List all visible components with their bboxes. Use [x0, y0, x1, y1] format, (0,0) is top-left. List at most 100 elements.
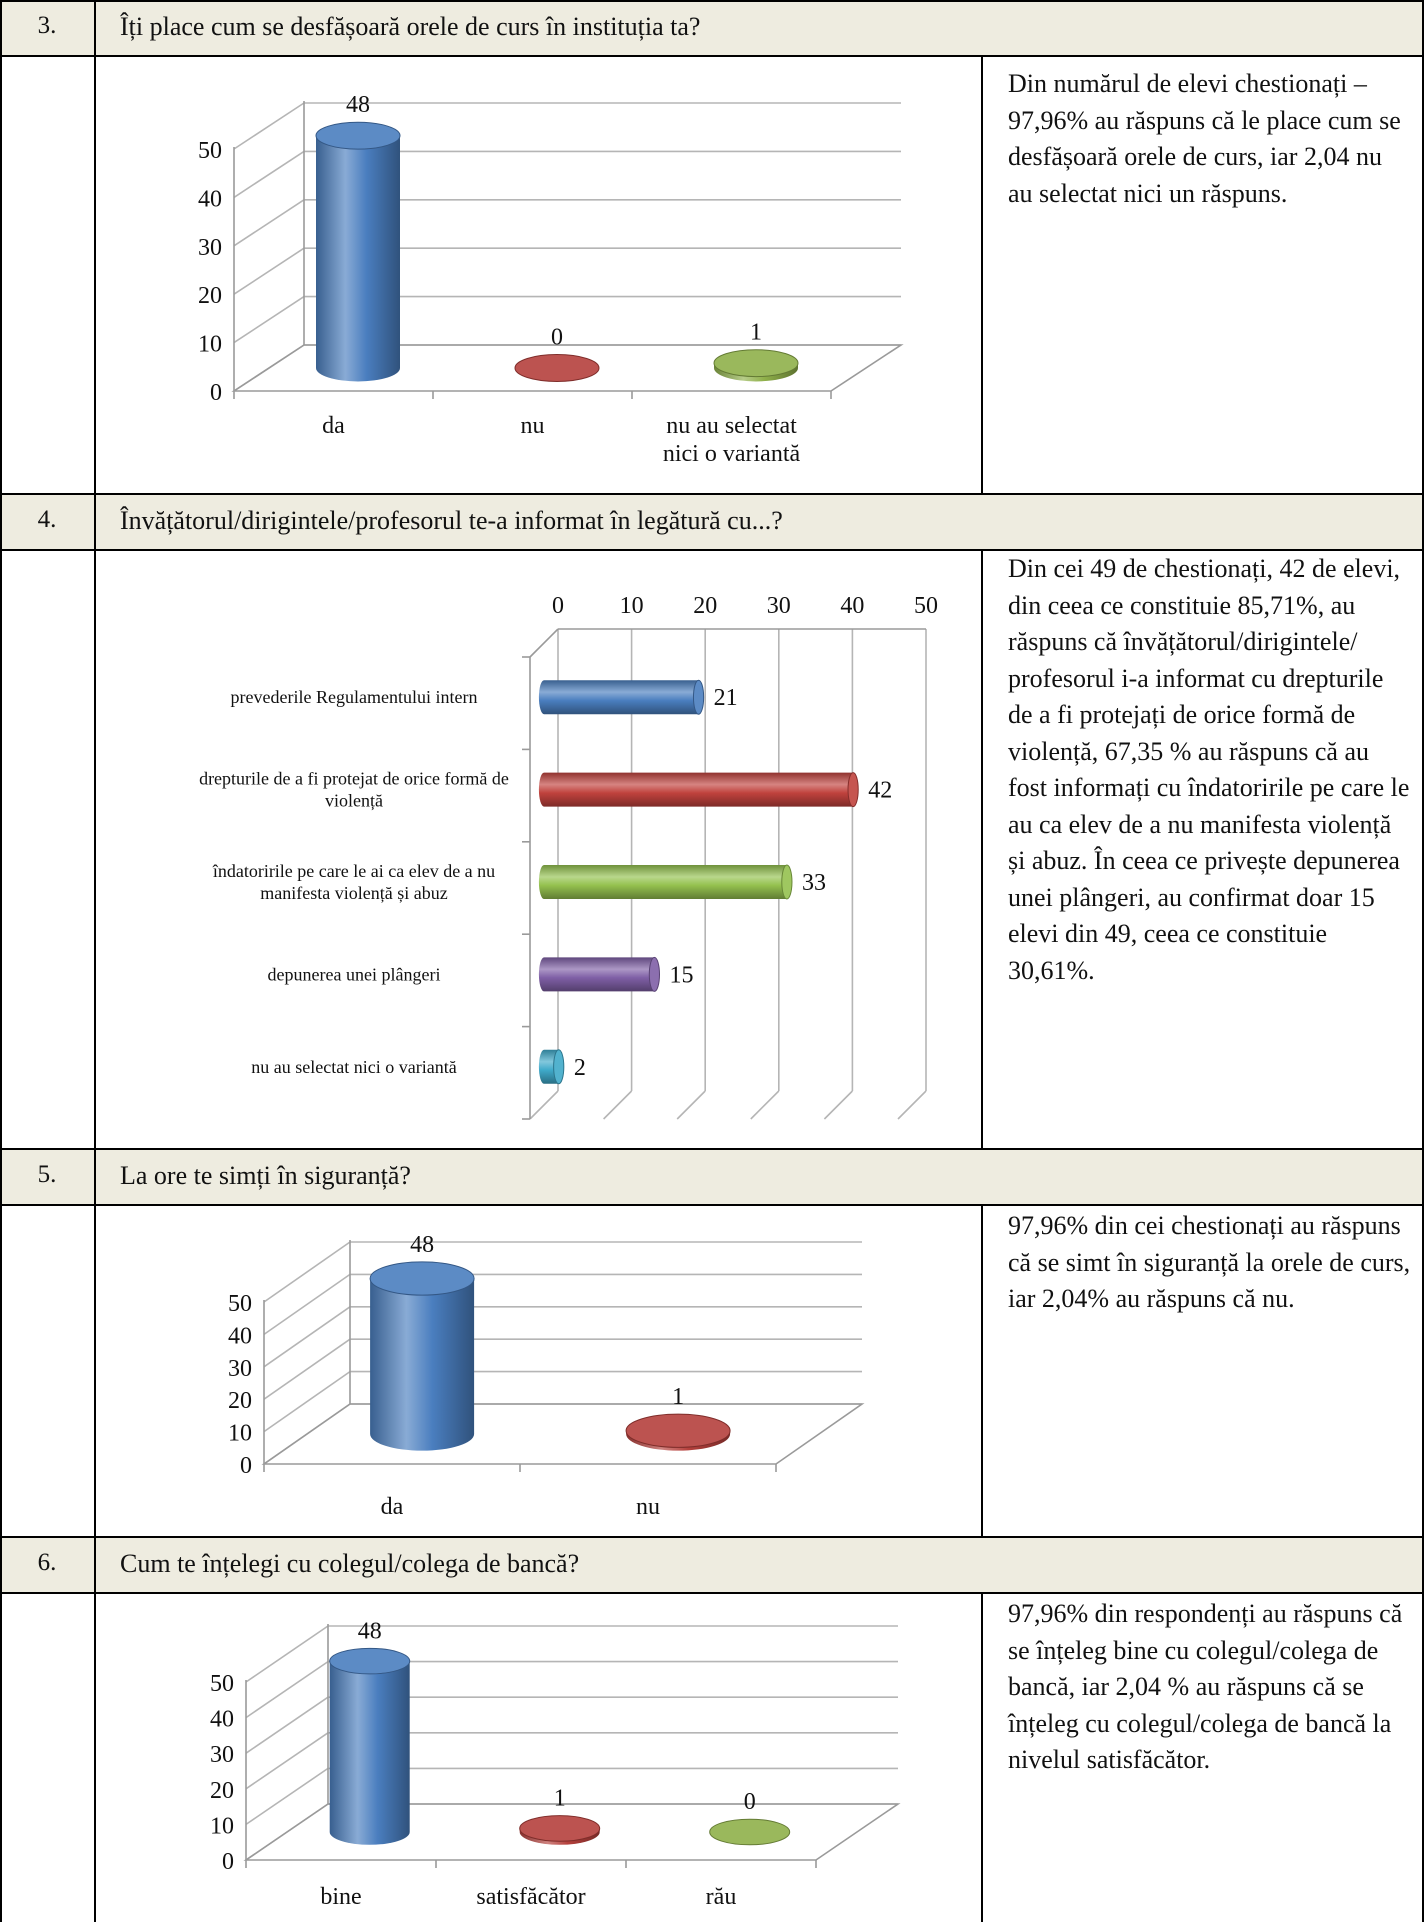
bar-top — [625, 1413, 731, 1448]
data-label: 48 — [346, 92, 370, 118]
side-wall-gridline — [263, 1241, 351, 1303]
bar-end — [692, 679, 705, 715]
x-tick-label: 20 — [693, 593, 717, 619]
answer-description: Din cei 49 de chestionați, 42 de elevi, … — [1008, 554, 1410, 985]
question-text: La ore te simți în siguranță? — [120, 1161, 411, 1190]
rule — [981, 1204, 983, 1538]
data-label: 15 — [670, 962, 694, 988]
bar-end — [553, 1049, 565, 1085]
answer-description: 97,96% din respondenți au răspuns că se … — [1008, 1599, 1403, 1774]
side-wall-gridline — [263, 1306, 351, 1368]
chart-q5: 0 10 20 30 40 50 48 da 1 nu — [228, 1232, 865, 1520]
question-number: 3. — [37, 12, 57, 39]
y-tick-label: drepturile de a fi protejat de orice for… — [199, 769, 509, 789]
side-wall-gridline — [233, 295, 305, 344]
side-wall-gridline — [245, 1696, 329, 1754]
bar-cylinder — [370, 1278, 475, 1451]
floor-gridline — [676, 1090, 706, 1120]
rule — [981, 55, 983, 495]
data-label: 33 — [802, 870, 826, 896]
y-tick-label: 30 — [210, 1742, 234, 1768]
side-wall-gridline — [263, 1370, 351, 1433]
y-tick-label: 20 — [210, 1778, 234, 1804]
answer-description: Din numărul de elevi chestionați – 97,96… — [1008, 69, 1401, 208]
question-number: 6. — [37, 1549, 57, 1576]
x-tick-label: rău — [706, 1884, 737, 1910]
chart-q4: 0 10 20 30 40 50 21 prevederile Regulamentului … — [199, 593, 938, 1120]
y-tick-label: 10 — [198, 332, 222, 358]
header-row-5 — [0, 1149, 1424, 1205]
floor-gridline — [603, 1090, 633, 1120]
question-text: Îți place cum se desfășoară orele de cur… — [120, 12, 701, 41]
side-wall-gridline — [245, 1625, 329, 1683]
bar-top — [519, 1815, 601, 1842]
x-tick-label: 40 — [840, 593, 864, 619]
rule — [0, 0, 1424, 2]
chart-floor — [261, 1403, 865, 1465]
chart-q6: 0 10 20 30 40 50 48 bine 1 satisfăcător 0 rău — [210, 1618, 901, 1910]
data-label: 42 — [868, 778, 892, 804]
y-tick-label: 40 — [228, 1323, 252, 1349]
bar-cylinder — [538, 772, 854, 807]
y-tick-label: 50 — [210, 1671, 234, 1697]
floor-gridline — [529, 1090, 559, 1120]
y-tick-label: 40 — [210, 1707, 234, 1733]
floor-gridline — [750, 1090, 780, 1120]
y-tick-label: manifesta violență și abuz — [260, 883, 447, 903]
y-tick-label: 20 — [198, 283, 222, 309]
data-label: 1 — [672, 1384, 684, 1410]
side-wall-gridline — [245, 1660, 329, 1719]
bar-end — [781, 864, 793, 900]
y-tick-label: 50 — [228, 1291, 252, 1317]
x-tick-label: nu — [636, 1494, 660, 1520]
floor-gridline — [823, 1090, 853, 1120]
question-text: Învățătorul/dirigintele/profesorul te-a … — [120, 506, 783, 535]
y-tick-label: 0 — [210, 380, 222, 406]
bar-cylinder — [538, 957, 655, 992]
y-tick-label: 10 — [228, 1421, 252, 1447]
rule — [94, 0, 96, 1922]
header-row-4 — [0, 494, 1424, 550]
y-tick-label: 30 — [198, 235, 222, 261]
x-tick-label: 10 — [620, 593, 644, 619]
rule — [1422, 0, 1424, 1922]
rule — [0, 1536, 1424, 1538]
bar-top — [315, 121, 401, 150]
bar-cylinder — [538, 865, 787, 899]
rule — [981, 1592, 983, 1922]
x-tick-label: da — [381, 1494, 404, 1520]
rule — [0, 1204, 1424, 1206]
question-text: Cum te înțelegi cu colegul/colega de ban… — [120, 1549, 580, 1578]
y-tick-label: 0 — [240, 1453, 252, 1479]
data-label: 1 — [554, 1786, 566, 1812]
bar-top — [329, 1647, 411, 1675]
rule — [0, 1592, 1424, 1594]
axis-corner — [529, 628, 559, 658]
floor-gridline — [897, 1090, 927, 1120]
bar-cylinder — [538, 680, 699, 715]
rule — [981, 549, 983, 1150]
y-tick-label: 40 — [198, 186, 222, 212]
rule — [0, 549, 1424, 551]
data-label: 0 — [744, 1789, 756, 1815]
header-row-3 — [0, 0, 1424, 56]
y-tick-label: 20 — [228, 1388, 252, 1414]
y-tick-label: depunerea unei plângeri — [268, 964, 441, 984]
side-wall-gridline — [233, 247, 305, 295]
rule — [0, 55, 1424, 57]
side-wall-gridline — [245, 1732, 329, 1790]
y-tick-label: nu au selectat nici o variantă — [251, 1057, 456, 1077]
x-tick-label: nu au selectat — [666, 413, 797, 439]
y-tick-label: 0 — [222, 1849, 234, 1875]
rule — [0, 493, 1424, 495]
question-number: 5. — [37, 1161, 57, 1188]
bar-top — [369, 1261, 475, 1296]
side-wall-gridline — [233, 199, 305, 247]
side-wall-gridline — [233, 150, 305, 199]
bar-end — [648, 956, 661, 992]
x-tick-label: satisfăcător — [476, 1884, 585, 1910]
rule — [0, 0, 2, 1922]
y-tick-label: prevederile Regulamentului intern — [231, 687, 478, 707]
x-tick-label: 50 — [914, 593, 938, 619]
